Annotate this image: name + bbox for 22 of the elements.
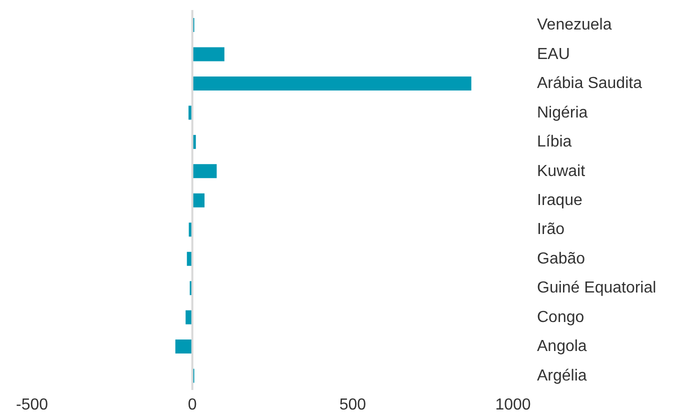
y-tick-label: Líbia [537, 134, 572, 151]
y-tick-label: Argélia [537, 367, 587, 384]
bar [192, 47, 224, 62]
x-tick-label: 0 [188, 396, 197, 414]
y-tick-label: Guiné Equatorial [537, 280, 656, 297]
y-tick-label: Venezuela [537, 16, 612, 34]
y-tick-label: Arábia Saudita [537, 75, 642, 92]
y-tick-label: Congo [537, 308, 584, 326]
x-tick-label: 500 [339, 396, 366, 414]
y-tick-label: Iraque [537, 192, 582, 209]
bar [192, 76, 472, 90]
x-tick-label: -500 [16, 396, 48, 414]
bar [192, 164, 217, 178]
y-tick-label: Angola [537, 338, 587, 356]
bar [192, 193, 205, 208]
y-tick-label: Irão [537, 221, 565, 238]
y-tick-label: Nigéria [537, 104, 588, 122]
y-tick-label: EAU [537, 46, 570, 63]
x-tick-label: 1000 [495, 396, 531, 414]
y-tick-label: Kuwait [537, 162, 586, 180]
bar [175, 340, 192, 354]
y-tick-label: Gabão [537, 250, 586, 268]
